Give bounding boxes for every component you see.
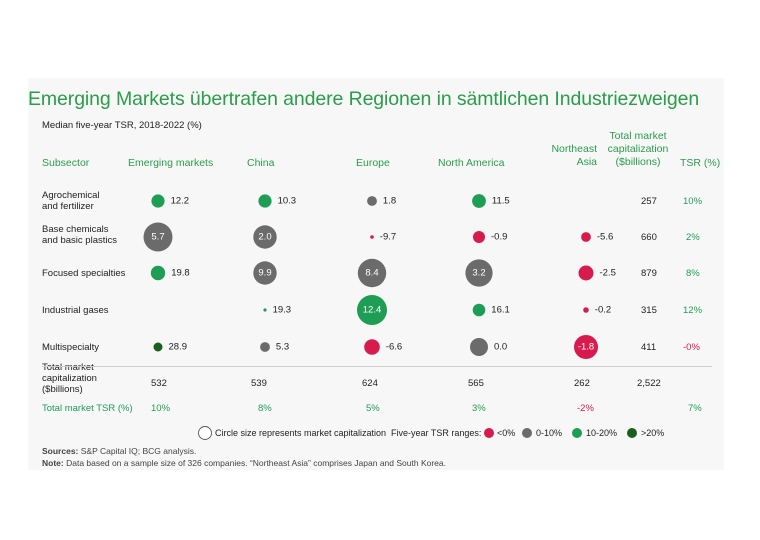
footnote-note-label: Note: <box>42 458 64 468</box>
header-europe: Europe <box>356 157 390 169</box>
header-subsector: Subsector <box>42 157 90 169</box>
header-northeast-asia: Northeast Asia <box>551 143 597 168</box>
total-cap-northeast-asia: 262 <box>574 378 590 389</box>
row-total-tsr: 8% <box>686 268 700 279</box>
totals-cap-label: Total market capitalization ($billions) <box>42 362 97 395</box>
chart-subtitle: Median five-year TSR, 2018-2022 (%) <box>42 120 202 131</box>
legend-size-note: Circle size represents market capitaliza… <box>215 428 387 438</box>
bubble-value-label: 5.7 <box>151 232 164 243</box>
row-label-focused-specialties: Focused specialties <box>42 268 126 279</box>
bubble-value-label: -0.9 <box>491 232 507 243</box>
total-tsr-china: 8% <box>258 403 272 414</box>
header-total-cap: Total market capitalization ($billions) <box>607 130 669 168</box>
row-label-base-chemicals: Base chemicals and basic plastics <box>42 224 117 246</box>
row-total-tsr: -0% <box>683 342 700 353</box>
bubble-mark <box>150 265 166 281</box>
row-label-multispecialty: Multispecialty <box>42 342 100 353</box>
bubble-value-label: 12.2 <box>171 196 190 207</box>
bubble-mark <box>153 342 163 352</box>
totals-tsr-label: Total market TSR (%) <box>42 403 133 414</box>
bubble-value-label: 16.1 <box>491 305 510 316</box>
bubble-mark <box>357 295 387 325</box>
legend-range-negative: <0% <box>497 428 516 438</box>
bubble-value-label: 3.2 <box>472 268 485 279</box>
total-tsr-north-america: 3% <box>472 403 486 414</box>
total-cap-china: 539 <box>251 378 267 389</box>
grand-total-cap: 2,522 <box>637 378 661 389</box>
total-cap-europe: 624 <box>362 378 378 389</box>
bubble-mark <box>574 335 598 359</box>
legend-ranges-label: Five-year TSR ranges: <box>391 428 482 438</box>
legend-range-high: >20% <box>641 428 665 438</box>
row-total-tsr: 10% <box>683 196 703 207</box>
legend-range-low: 0-10% <box>536 428 563 438</box>
bubble-mark <box>473 231 485 243</box>
total-cap-north-america: 565 <box>468 378 484 389</box>
bubble-mark <box>472 194 486 208</box>
bubble-value-label: 12.4 <box>363 305 382 316</box>
bubble-value-label: 19.8 <box>171 268 190 279</box>
total-cap-emerging: 532 <box>151 378 167 389</box>
bubble-value-label: 5.3 <box>276 342 289 353</box>
bubble-mark <box>258 194 272 208</box>
bubble-value-label: 2.0 <box>258 232 271 243</box>
footnote-sources-text: S&P Capital IQ; BCG analysis. <box>80 446 197 456</box>
row-label-industrial-gases: Industrial gases <box>42 305 109 316</box>
row-total-cap: 411 <box>641 342 657 353</box>
chart-title: Emerging Markets übertrafen andere Regio… <box>28 88 700 110</box>
bubble-value-label: 11.5 <box>492 196 510 207</box>
row-total-tsr: 2% <box>686 232 700 243</box>
bubble-value-label: -2.5 <box>600 268 616 279</box>
footnote-sources: Sources: S&P Capital IQ; BCG analysis. <box>42 446 196 456</box>
bubble-mark <box>143 222 173 252</box>
footnote-sources-label: Sources: <box>42 446 79 456</box>
bubble-mark <box>151 194 165 208</box>
bubble-value-label: 8.4 <box>365 268 378 279</box>
grand-total-tsr: 7% <box>688 403 702 414</box>
legend-range-mid: 10-20% <box>586 428 618 438</box>
row-total-cap: 257 <box>641 196 657 207</box>
header-china: China <box>247 157 275 169</box>
bubble-mark <box>263 308 267 312</box>
bubble-mark <box>253 225 277 249</box>
bubble-mark <box>367 196 377 206</box>
bubble-value-label: 10.3 <box>278 196 297 207</box>
bubble-mark <box>465 259 493 287</box>
bubble-value-label: 0.0 <box>494 342 507 353</box>
bubble-mark <box>370 235 374 239</box>
footnote-note: Note: Data based on a sample size of 326… <box>42 458 446 468</box>
bubble-mark <box>583 307 589 313</box>
bubble-mark <box>581 232 591 242</box>
header-north-america: North America <box>438 157 505 169</box>
header-tsr: TSR (%) <box>680 157 721 169</box>
bubble-mark <box>357 258 387 288</box>
bubble-mark <box>578 265 594 281</box>
bubble-mark <box>260 342 270 352</box>
bubble-mark <box>470 338 488 356</box>
bubble-value-label: -9.7 <box>380 232 396 243</box>
bubble-value-label: 9.9 <box>258 268 271 279</box>
header-emerging-markets: Emerging markets <box>128 157 214 169</box>
totals-divider <box>42 366 712 367</box>
row-total-cap: 315 <box>641 305 657 316</box>
row-total-tsr: 12% <box>683 305 703 316</box>
bubble-value-label: -0.2 <box>595 305 611 316</box>
bubble-value-label: 28.9 <box>169 342 188 353</box>
bubble-value-label: -6.6 <box>386 342 402 353</box>
row-label-agrochemical: Agrochemical and fertilizer <box>42 190 100 212</box>
bubble-value-label: -5.6 <box>597 232 613 243</box>
total-tsr-emerging: 10% <box>151 403 171 414</box>
bubble-value-label: 19.3 <box>273 305 292 316</box>
bubble-mark <box>472 303 486 317</box>
bubble-mark <box>253 261 277 285</box>
total-tsr-europe: 5% <box>366 403 380 414</box>
total-tsr-northeast-asia: -2% <box>577 403 594 414</box>
bubble-value-label: 1.8 <box>383 196 396 207</box>
row-total-cap: 879 <box>641 268 657 279</box>
row-total-cap: 660 <box>641 232 657 243</box>
footnote-note-text: Data based on a sample size of 326 compa… <box>66 458 446 468</box>
bubble-mark <box>364 339 380 355</box>
bubble-value-label: -1.8 <box>578 342 594 353</box>
